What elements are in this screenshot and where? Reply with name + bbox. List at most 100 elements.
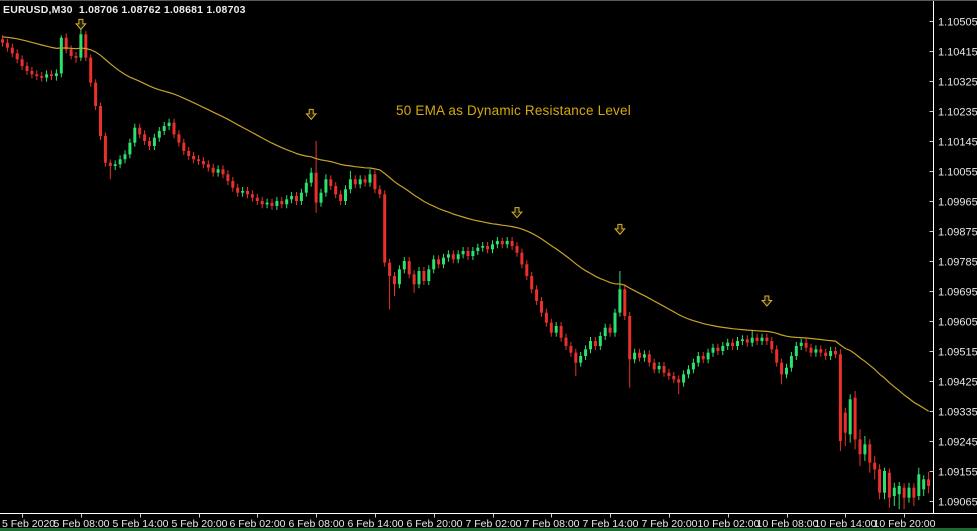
candle-body: [736, 341, 739, 346]
x-axis-label: 6 Feb 02:00: [229, 518, 285, 530]
candle-body: [442, 257, 445, 265]
candle-body: [378, 189, 382, 195]
candle-body: [623, 289, 627, 316]
candle-body: [589, 341, 592, 350]
x-axis-label: 5 Feb 08:00: [53, 518, 109, 530]
candle-body: [417, 271, 421, 285]
candle-body: [559, 326, 563, 338]
candle-body: [760, 337, 764, 341]
y-axis-label: 1.10235: [938, 107, 977, 119]
candle-body: [133, 127, 137, 143]
candle-body: [265, 202, 269, 205]
candle-body: [486, 246, 490, 250]
candle-body: [402, 261, 406, 270]
y-axis-label: 1.10055: [938, 167, 977, 179]
y-axis-label: 1.09155: [938, 467, 977, 479]
candle-body: [814, 349, 818, 353]
candle-body: [393, 276, 396, 285]
chart-title: EURUSD,M30 1.08706 1.08762 1.08681 1.087…: [3, 4, 246, 16]
candle-body: [765, 337, 769, 341]
candle-body: [383, 194, 387, 263]
candle-body: [211, 167, 215, 173]
candle-body: [740, 339, 744, 341]
candle-body: [809, 347, 813, 353]
candle-body: [456, 254, 460, 260]
candle-body: [59, 37, 63, 74]
candle-body: [280, 201, 284, 205]
candle-body: [451, 254, 455, 260]
candle-body: [177, 134, 181, 143]
x-axis-label: 7 Feb 08:00: [523, 518, 579, 530]
candle-body: [887, 472, 891, 498]
sell-arrow-icon: [305, 108, 318, 121]
y-axis-label: 1.09245: [938, 437, 977, 449]
candle-body: [314, 172, 318, 203]
y-axis-label: 1.09335: [938, 407, 977, 419]
candle-body: [647, 354, 651, 363]
candle-body: [206, 164, 210, 168]
candle-body: [363, 179, 367, 183]
candle-body: [554, 326, 558, 333]
candle-body: [231, 181, 235, 188]
candle-body: [432, 259, 436, 270]
candle-body: [260, 201, 264, 205]
candle-body: [892, 487, 896, 496]
candle-body: [471, 251, 475, 256]
candle-body: [853, 397, 857, 440]
candle-body: [549, 322, 553, 333]
candle-body: [667, 372, 671, 376]
candle-body: [388, 262, 392, 276]
candle-body: [540, 301, 543, 313]
candle-body: [5, 42, 9, 48]
y-axis-label: 1.09515: [938, 347, 977, 359]
candle-body: [108, 162, 112, 166]
candle-body: [329, 179, 333, 186]
price-axis[interactable]: 1.10505 1.10415 1.10325 1.10235 1.10145 1.100…: [929, 17, 977, 509]
candle-body: [510, 241, 514, 246]
candle-body: [50, 74, 53, 76]
candle-body: [192, 156, 196, 160]
candle-body: [270, 202, 274, 206]
candle-body: [628, 316, 632, 360]
candle-body: [789, 356, 793, 368]
candle-body: [30, 71, 34, 75]
candle-body: [750, 337, 754, 343]
candle-body: [412, 274, 416, 285]
candle-body: [907, 487, 911, 498]
candle-body: [544, 312, 548, 323]
candle-body: [618, 289, 622, 313]
y-axis-label: 1.10415: [938, 47, 977, 59]
candle-body: [652, 362, 656, 370]
candle-body: [275, 201, 279, 206]
candle-body: [535, 289, 539, 301]
candle-body: [677, 379, 681, 383]
candle-body: [167, 122, 171, 126]
y-axis-label: 1.09785: [938, 257, 977, 269]
candle-body: [94, 82, 98, 106]
ema-annotation-text: 50 EMA as Dynamic Resistance Level: [396, 103, 631, 118]
candle-body: [290, 196, 294, 200]
candle-body: [466, 251, 470, 256]
x-axis-label: 5 Feb 20:00: [171, 518, 227, 530]
candle-body: [79, 34, 83, 58]
candle-body: [922, 479, 926, 490]
x-axis-label: 10 Feb 20:00: [874, 518, 936, 530]
candle-body: [334, 186, 338, 195]
candle-body: [309, 172, 313, 183]
candle-body: [221, 169, 225, 175]
candle-body: [731, 342, 735, 346]
candle-body: [745, 339, 749, 343]
y-axis-label: 1.09875: [938, 227, 977, 239]
sell-arrow-icon: [761, 295, 773, 307]
candle-body: [873, 462, 877, 470]
candle-body: [834, 351, 837, 355]
candle-body: [804, 342, 808, 348]
candle-body: [863, 444, 867, 455]
candle-body: [476, 247, 480, 251]
candle-body: [324, 179, 328, 193]
x-axis-label: 7 Feb 02:00: [465, 518, 521, 530]
y-axis-label: 1.09965: [938, 197, 977, 209]
